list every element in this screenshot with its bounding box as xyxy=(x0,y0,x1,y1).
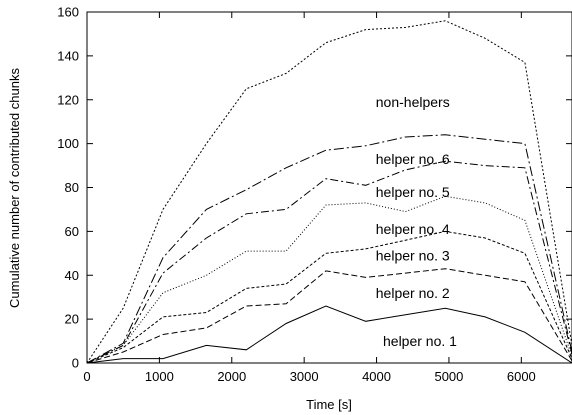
series-label-7: non-helpers xyxy=(376,94,450,110)
x-tick-label-1000: 1000 xyxy=(145,369,174,384)
x-tick-label-4000: 4000 xyxy=(362,369,391,384)
series-line-5 xyxy=(86,160,572,364)
series-line-3 xyxy=(86,230,572,364)
axis-ticks xyxy=(86,11,572,364)
plot-frame xyxy=(86,11,572,364)
series-line-4 xyxy=(86,195,572,364)
series-labels: helper no. 1 helper no. 2 helper no. 3 help… xyxy=(376,94,457,349)
y-tick-label-100: 100 xyxy=(57,136,79,151)
series-label-1: helper no. 1 xyxy=(383,333,457,349)
y-tick-label-80: 80 xyxy=(65,180,79,195)
series-line-7 xyxy=(86,20,572,364)
y-tick-label-60: 60 xyxy=(65,224,79,239)
y-tick-label-0: 0 xyxy=(72,356,79,371)
x-tick-label-2000: 2000 xyxy=(217,369,246,384)
y-tick-label-40: 40 xyxy=(65,268,79,283)
series-lines xyxy=(86,20,572,364)
axis-tick-labels: 0 1000 2000 3000 4000 5000 6000 0 20 40 60 80 100 120… xyxy=(57,5,535,385)
series-label-6: helper no. 6 xyxy=(376,151,450,167)
y-tick-label-120: 120 xyxy=(57,92,79,107)
y-tick-label-160: 160 xyxy=(57,5,79,20)
series-label-2: helper no. 2 xyxy=(376,285,450,301)
x-tick-label-5000: 5000 xyxy=(434,369,463,384)
x-tick-label-6000: 6000 xyxy=(507,369,536,384)
y-axis-label: Cumulative number of contributed chunks xyxy=(7,68,22,308)
series-label-4: helper no. 4 xyxy=(376,221,450,237)
series-label-5: helper no. 5 xyxy=(376,184,450,200)
x-tick-label-0: 0 xyxy=(83,369,90,384)
y-tick-label-140: 140 xyxy=(57,48,79,63)
y-tick-label-20: 20 xyxy=(65,312,79,327)
x-tick-label-3000: 3000 xyxy=(290,369,319,384)
series-line-2 xyxy=(86,268,572,364)
series-line-6 xyxy=(86,134,572,364)
x-axis-label: Time [s] xyxy=(306,397,352,412)
series-line-1 xyxy=(86,305,572,364)
series-label-3: helper no. 3 xyxy=(376,248,450,264)
